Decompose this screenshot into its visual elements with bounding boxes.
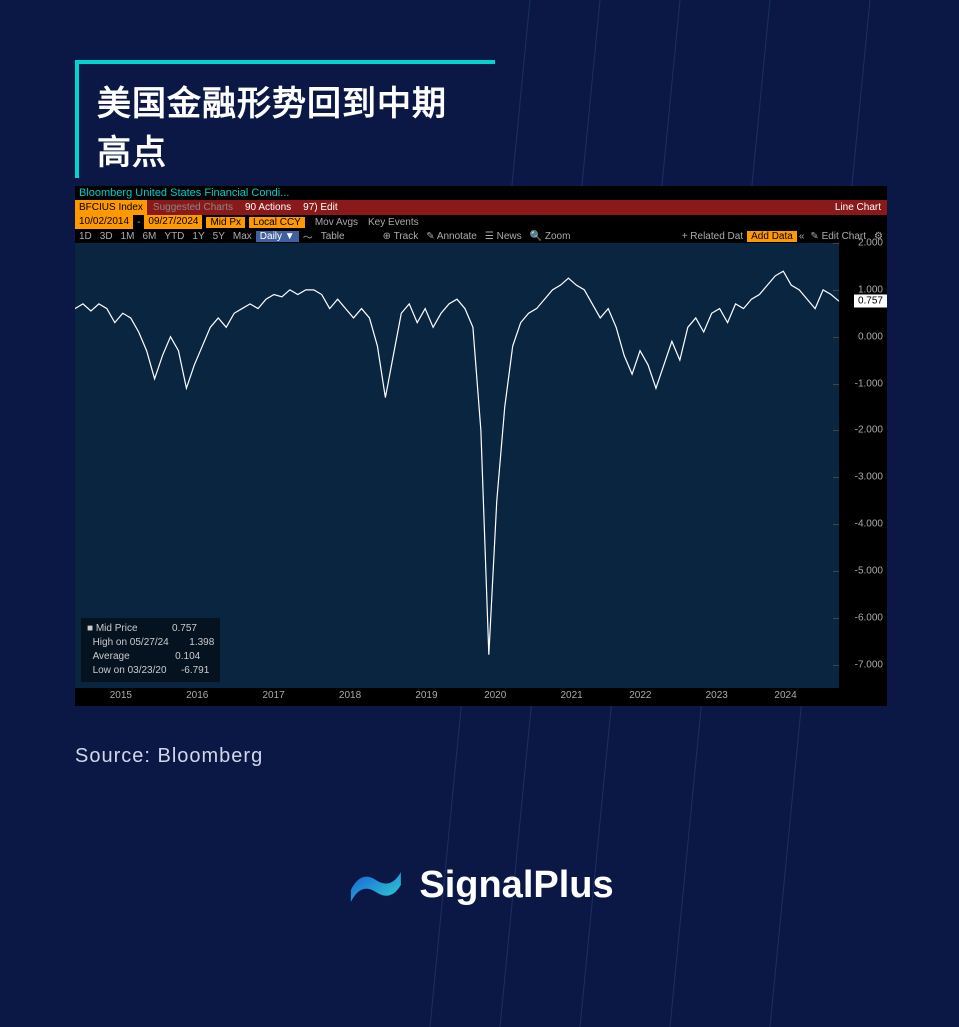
stat-mid: ■ Mid Price 0.757 [87,622,214,636]
add-data[interactable]: Add Data [747,231,797,242]
related-data[interactable]: + Related Dat [678,231,747,242]
range-YTD[interactable]: YTD [160,231,188,242]
annotate-btn[interactable]: ✎ Annotate [422,231,481,242]
mov-avgs[interactable]: Mov Avgs [309,217,364,228]
range-5Y[interactable]: 5Y [209,231,229,242]
current-value-label: 0.757 [854,295,887,308]
bloomberg-terminal: Bloomberg United States Financial Condi.… [75,186,887,706]
terminal-toolbar-2: 10/02/2014 - 09/27/2024 Mid Px Local CCY… [75,215,887,229]
stat-low: Low on 03/23/20 -6.791 [87,664,214,678]
terminal-toolbar-3: 1D3D1M6MYTD1Y5YMax Daily ▼ 〜 Table ⊕ Tra… [75,229,887,243]
range-3D[interactable]: 3D [96,231,117,242]
range-6M[interactable]: 6M [139,231,161,242]
terminal-title: Bloomberg United States Financial Condi.… [75,186,887,200]
zoom-btn[interactable]: 🔍 Zoom [526,231,575,242]
stat-high: High on 05/27/24 1.398 [87,636,214,650]
x-axis: 2015201620172018201920202021202220232024 [75,688,887,706]
suggested-charts[interactable]: Suggested Charts [147,202,239,213]
index-badge[interactable]: BFCIUS Index [75,200,147,215]
range-Max[interactable]: Max [229,231,256,242]
plot-area: 2.0001.0000.000-1.000-2.000-3.000-4.000-… [75,243,887,688]
signalplus-logo-icon [345,860,405,910]
stat-avg: Average 0.104 [87,650,214,664]
news-btn[interactable]: ☰ News [481,231,526,242]
range-buttons: 1D3D1M6MYTD1Y5YMax [75,231,256,242]
logo-text: SignalPlus [419,864,613,907]
mid-px[interactable]: Mid Px [206,217,245,228]
track-btn[interactable]: ⊕ Track [379,231,423,242]
stats-box: ■ Mid Price 0.757 High on 05/27/24 1.398… [81,618,220,682]
range-1Y[interactable]: 1Y [188,231,208,242]
freq-select[interactable]: Daily ▼ [256,231,299,242]
edit-button[interactable]: 97) Edit [297,202,343,213]
terminal-toolbar-1: BFCIUS Index Suggested Charts 90 Actions… [75,200,887,215]
actions-button[interactable]: 90 Actions [239,202,297,213]
page-title: 美国金融形势回到中期高点 [97,76,475,174]
date-sep: - [137,217,140,228]
source-label: Source: Bloomberg [75,745,263,768]
table-btn[interactable]: Table [317,231,349,242]
y-axis: 2.0001.0000.000-1.000-2.000-3.000-4.000-… [839,243,887,688]
title-box: 美国金融形势回到中期高点 [75,60,495,178]
local-ccy[interactable]: Local CCY [249,217,305,228]
chart-type-label: Line Chart [829,202,887,213]
range-1D[interactable]: 1D [75,231,96,242]
date-from[interactable]: 10/02/2014 [75,215,133,229]
logo: SignalPlus [345,860,613,910]
key-events[interactable]: Key Events [368,217,419,228]
range-1M[interactable]: 1M [117,231,139,242]
date-to[interactable]: 09/27/2024 [144,215,202,229]
